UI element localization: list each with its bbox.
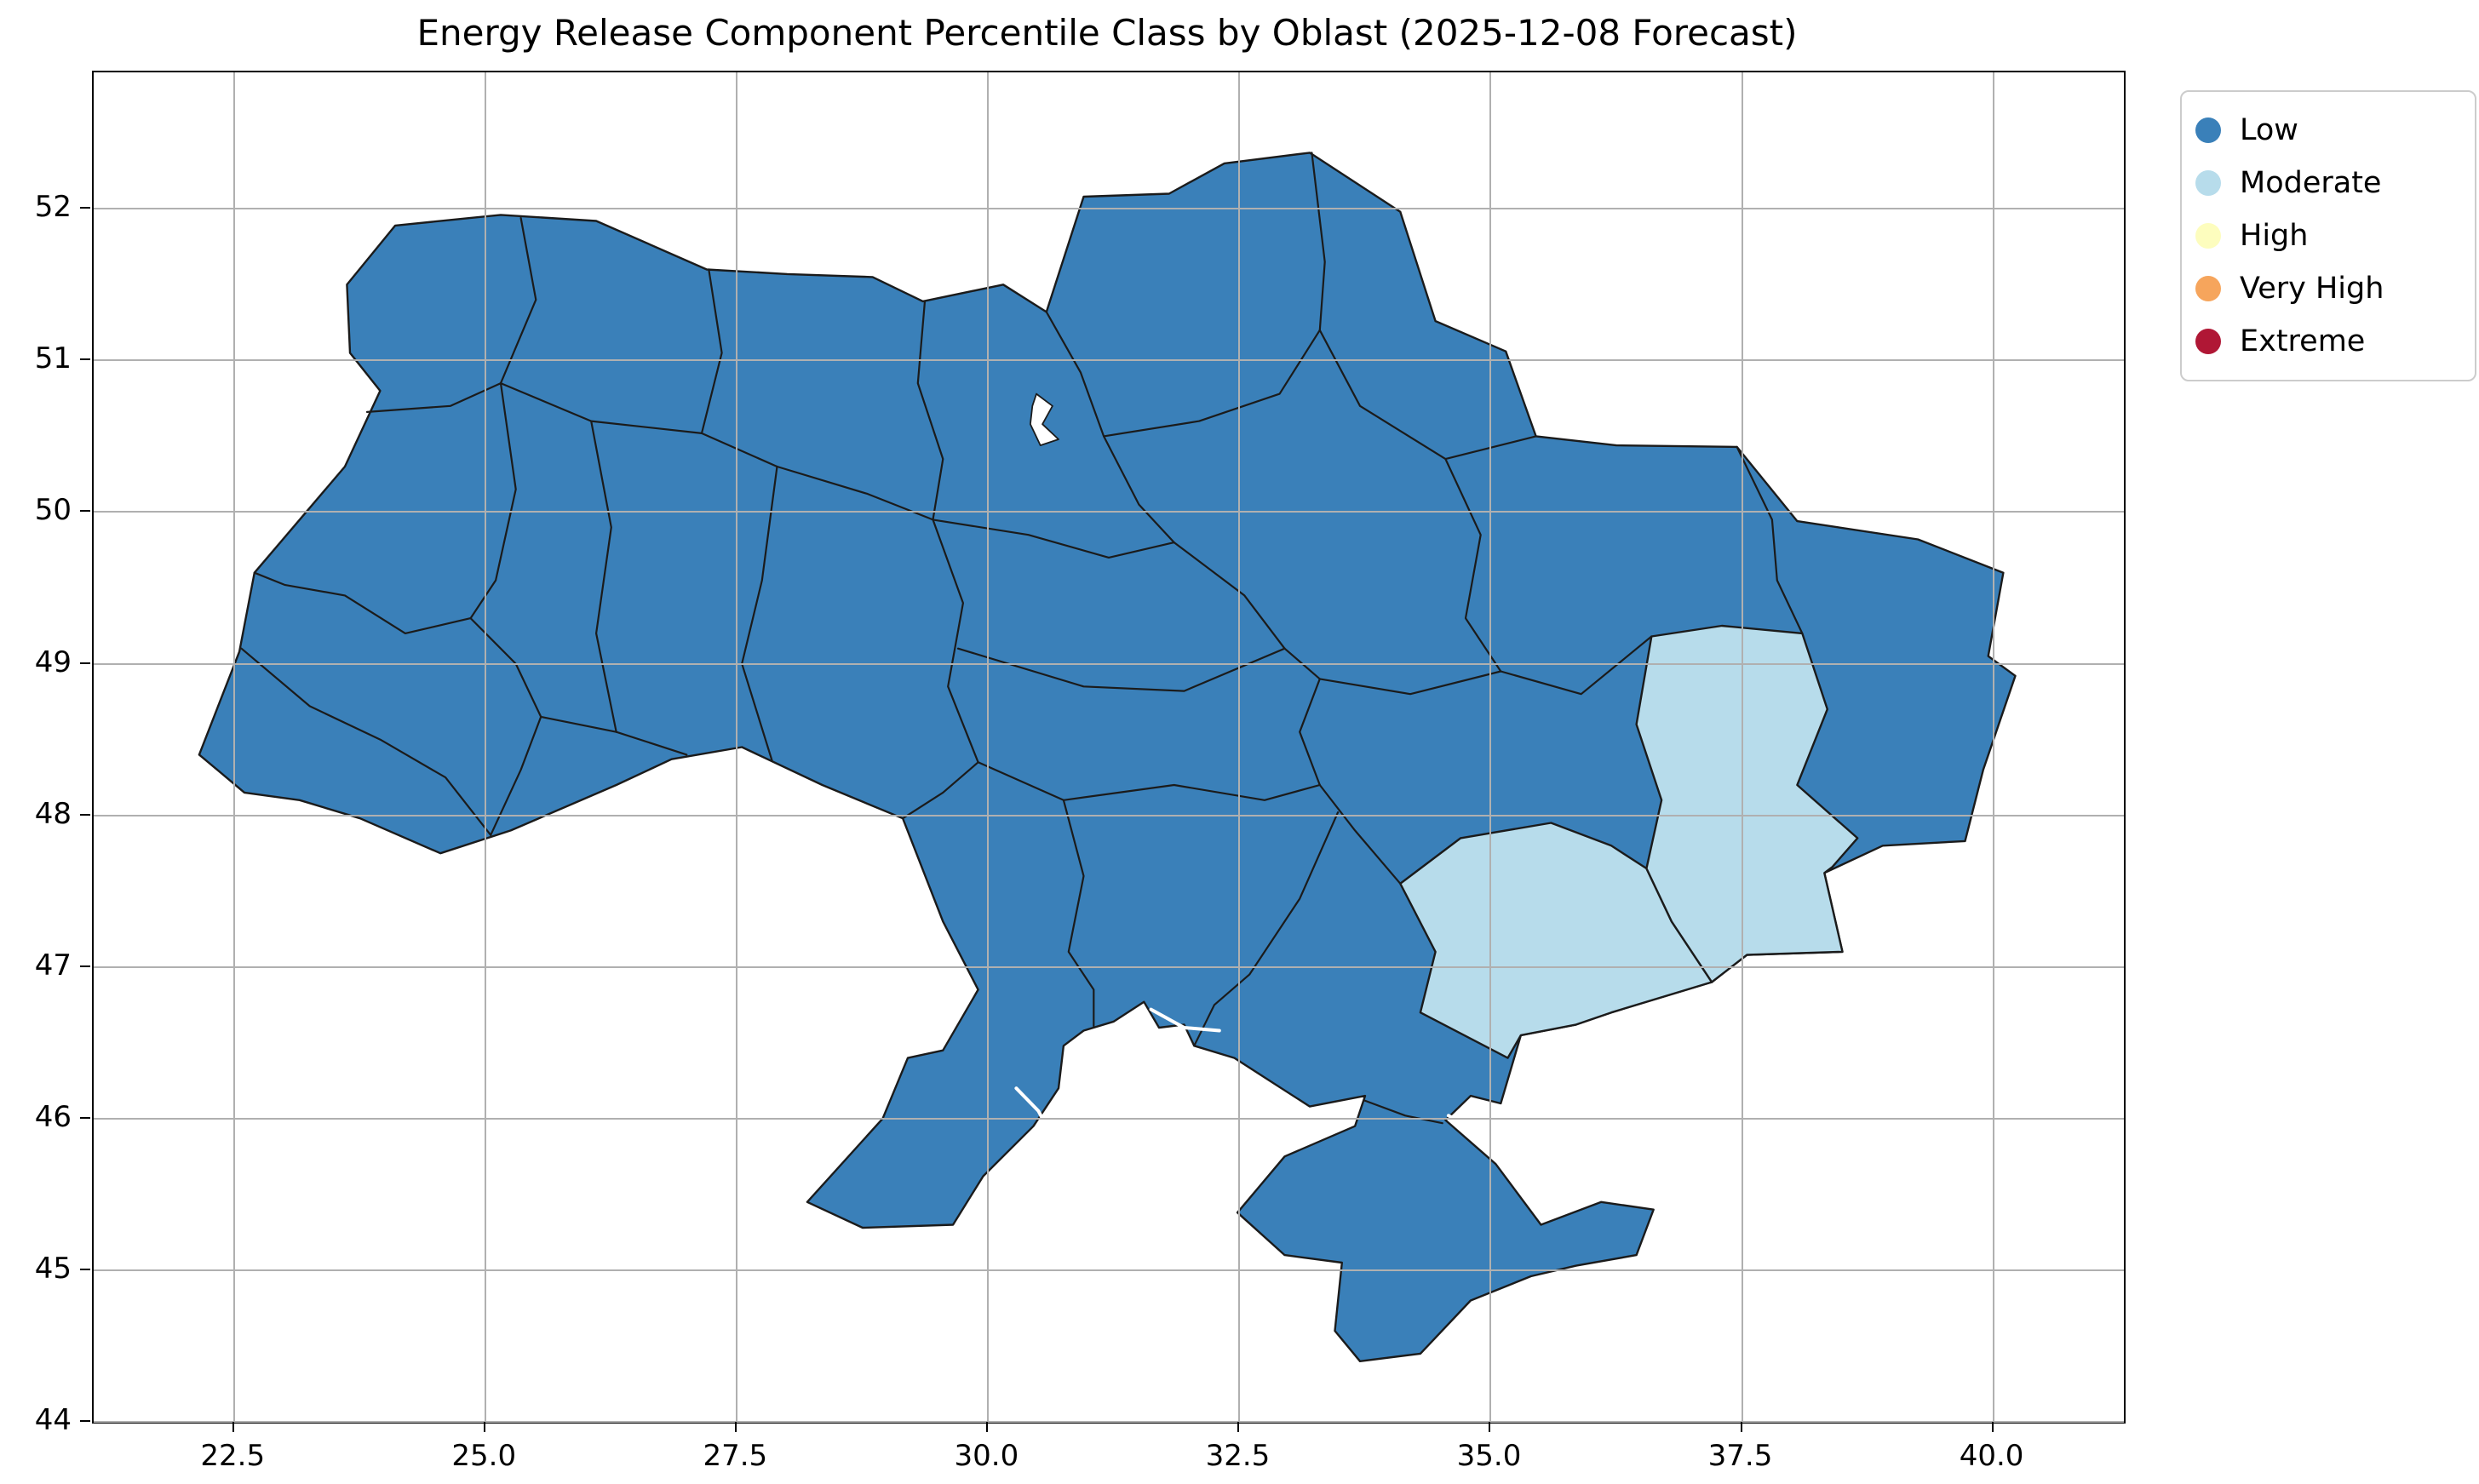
x-tick-mark	[735, 1422, 737, 1432]
x-tick-mark	[484, 1422, 486, 1432]
legend-label: Low	[2240, 113, 2298, 147]
oblast-border-line	[1444, 458, 1502, 673]
y-tick-mark	[80, 965, 90, 967]
oblast-border-line	[253, 382, 517, 634]
y-tick-mark	[80, 510, 90, 513]
estuary-water-line	[1149, 1007, 1221, 1033]
x-tick-mark	[986, 1422, 989, 1432]
oblast-border-line	[902, 761, 979, 820]
oblast-border-line	[741, 465, 778, 762]
x-tick-label: 27.5	[703, 1439, 768, 1473]
x-tick-label: 30.0	[954, 1439, 1019, 1473]
y-tick-mark	[80, 813, 90, 816]
x-tick-mark	[1237, 1422, 1240, 1432]
oblast-border-line	[977, 761, 1321, 801]
y-tick-label: 46	[34, 1099, 72, 1134]
y-tick-label: 49	[34, 645, 72, 679]
x-tick-label: 40.0	[1959, 1439, 2024, 1473]
legend-item-low: Low	[2195, 104, 2451, 157]
legend-marker-circle	[2195, 276, 2221, 301]
legend-label: Extreme	[2240, 324, 2366, 358]
plot-area	[92, 71, 2126, 1424]
legend-marker-circle	[2195, 223, 2221, 249]
y-tick-mark	[80, 1420, 90, 1422]
y-tick-label: 52	[34, 190, 72, 225]
y-tick-label: 47	[34, 948, 72, 983]
y-tick-mark	[80, 1268, 90, 1270]
oblast-border-line	[490, 715, 542, 836]
oblast-border-line	[1318, 783, 1462, 885]
oblast-border-line	[590, 420, 617, 733]
ukraine-map-svg	[198, 152, 2017, 1362]
legend-marker-circle	[2195, 117, 2221, 143]
legend-marker-circle	[2195, 170, 2221, 196]
oblast-border-line	[700, 432, 934, 521]
x-tick-label: 37.5	[1707, 1439, 1773, 1473]
x-tick-mark	[1991, 1422, 1994, 1432]
oblast-border-line	[956, 647, 1286, 692]
legend-label: Very High	[2240, 272, 2384, 306]
legend-item-extreme: Extreme	[2195, 315, 2451, 368]
legend: Low Moderate High Very High Extreme	[2180, 90, 2476, 381]
oblast-border-line	[932, 519, 979, 764]
y-tick-mark	[80, 1116, 90, 1119]
legend-marker-circle	[2195, 329, 2221, 354]
x-tick-mark	[1740, 1422, 1742, 1432]
x-tick-mark	[1489, 1422, 1491, 1432]
y-tick-label: 50	[34, 493, 72, 528]
oblast-zaporizhzhia-moderate	[1399, 822, 1713, 1059]
estuary-water-line	[1014, 1086, 1053, 1136]
x-tick-label: 35.0	[1456, 1439, 1522, 1473]
legend-label: High	[2240, 219, 2309, 253]
y-tick-label: 45	[34, 1251, 72, 1286]
oblast-border-line	[1193, 811, 1340, 1047]
oblast-border-line	[932, 519, 1175, 559]
y-tick-mark	[80, 358, 90, 361]
y-tick-label: 48	[34, 796, 72, 831]
legend-item-very-high: Very High	[2195, 262, 2451, 315]
oblast-border-line	[700, 268, 723, 434]
oblast-border-line	[916, 300, 944, 521]
y-tick-mark	[80, 662, 90, 664]
oblast-border-line	[1318, 635, 1653, 696]
oblast-border-line	[1299, 678, 1321, 787]
oblast-border-line	[1311, 152, 1326, 331]
x-tick-label: 22.5	[200, 1439, 266, 1473]
oblast-border-line	[1736, 445, 1804, 634]
oblast-border-line	[1062, 799, 1095, 1028]
x-tick-label: 25.0	[451, 1439, 517, 1473]
legend-item-moderate: Moderate	[2195, 157, 2451, 209]
y-tick-mark	[80, 207, 90, 209]
x-tick-label: 32.5	[1205, 1439, 1271, 1473]
x-tick-mark	[232, 1422, 235, 1432]
oblast-border-line	[499, 216, 537, 385]
oblast-border-line	[1363, 1099, 1443, 1125]
oblast-border-line	[240, 647, 492, 836]
chart-title: Energy Release Component Percentile Clas…	[416, 12, 1798, 54]
kyiv-reservoir-notch	[1030, 392, 1059, 446]
legend-label: Moderate	[2240, 166, 2382, 200]
y-tick-label: 44	[34, 1403, 72, 1437]
country-outline-low-fill	[198, 152, 2017, 1362]
oblast-donetsk-moderate	[1635, 624, 1859, 983]
legend-item-high: High	[2195, 209, 2451, 262]
y-tick-label: 51	[34, 341, 72, 376]
estuary-water-line	[1446, 1114, 1499, 1160]
